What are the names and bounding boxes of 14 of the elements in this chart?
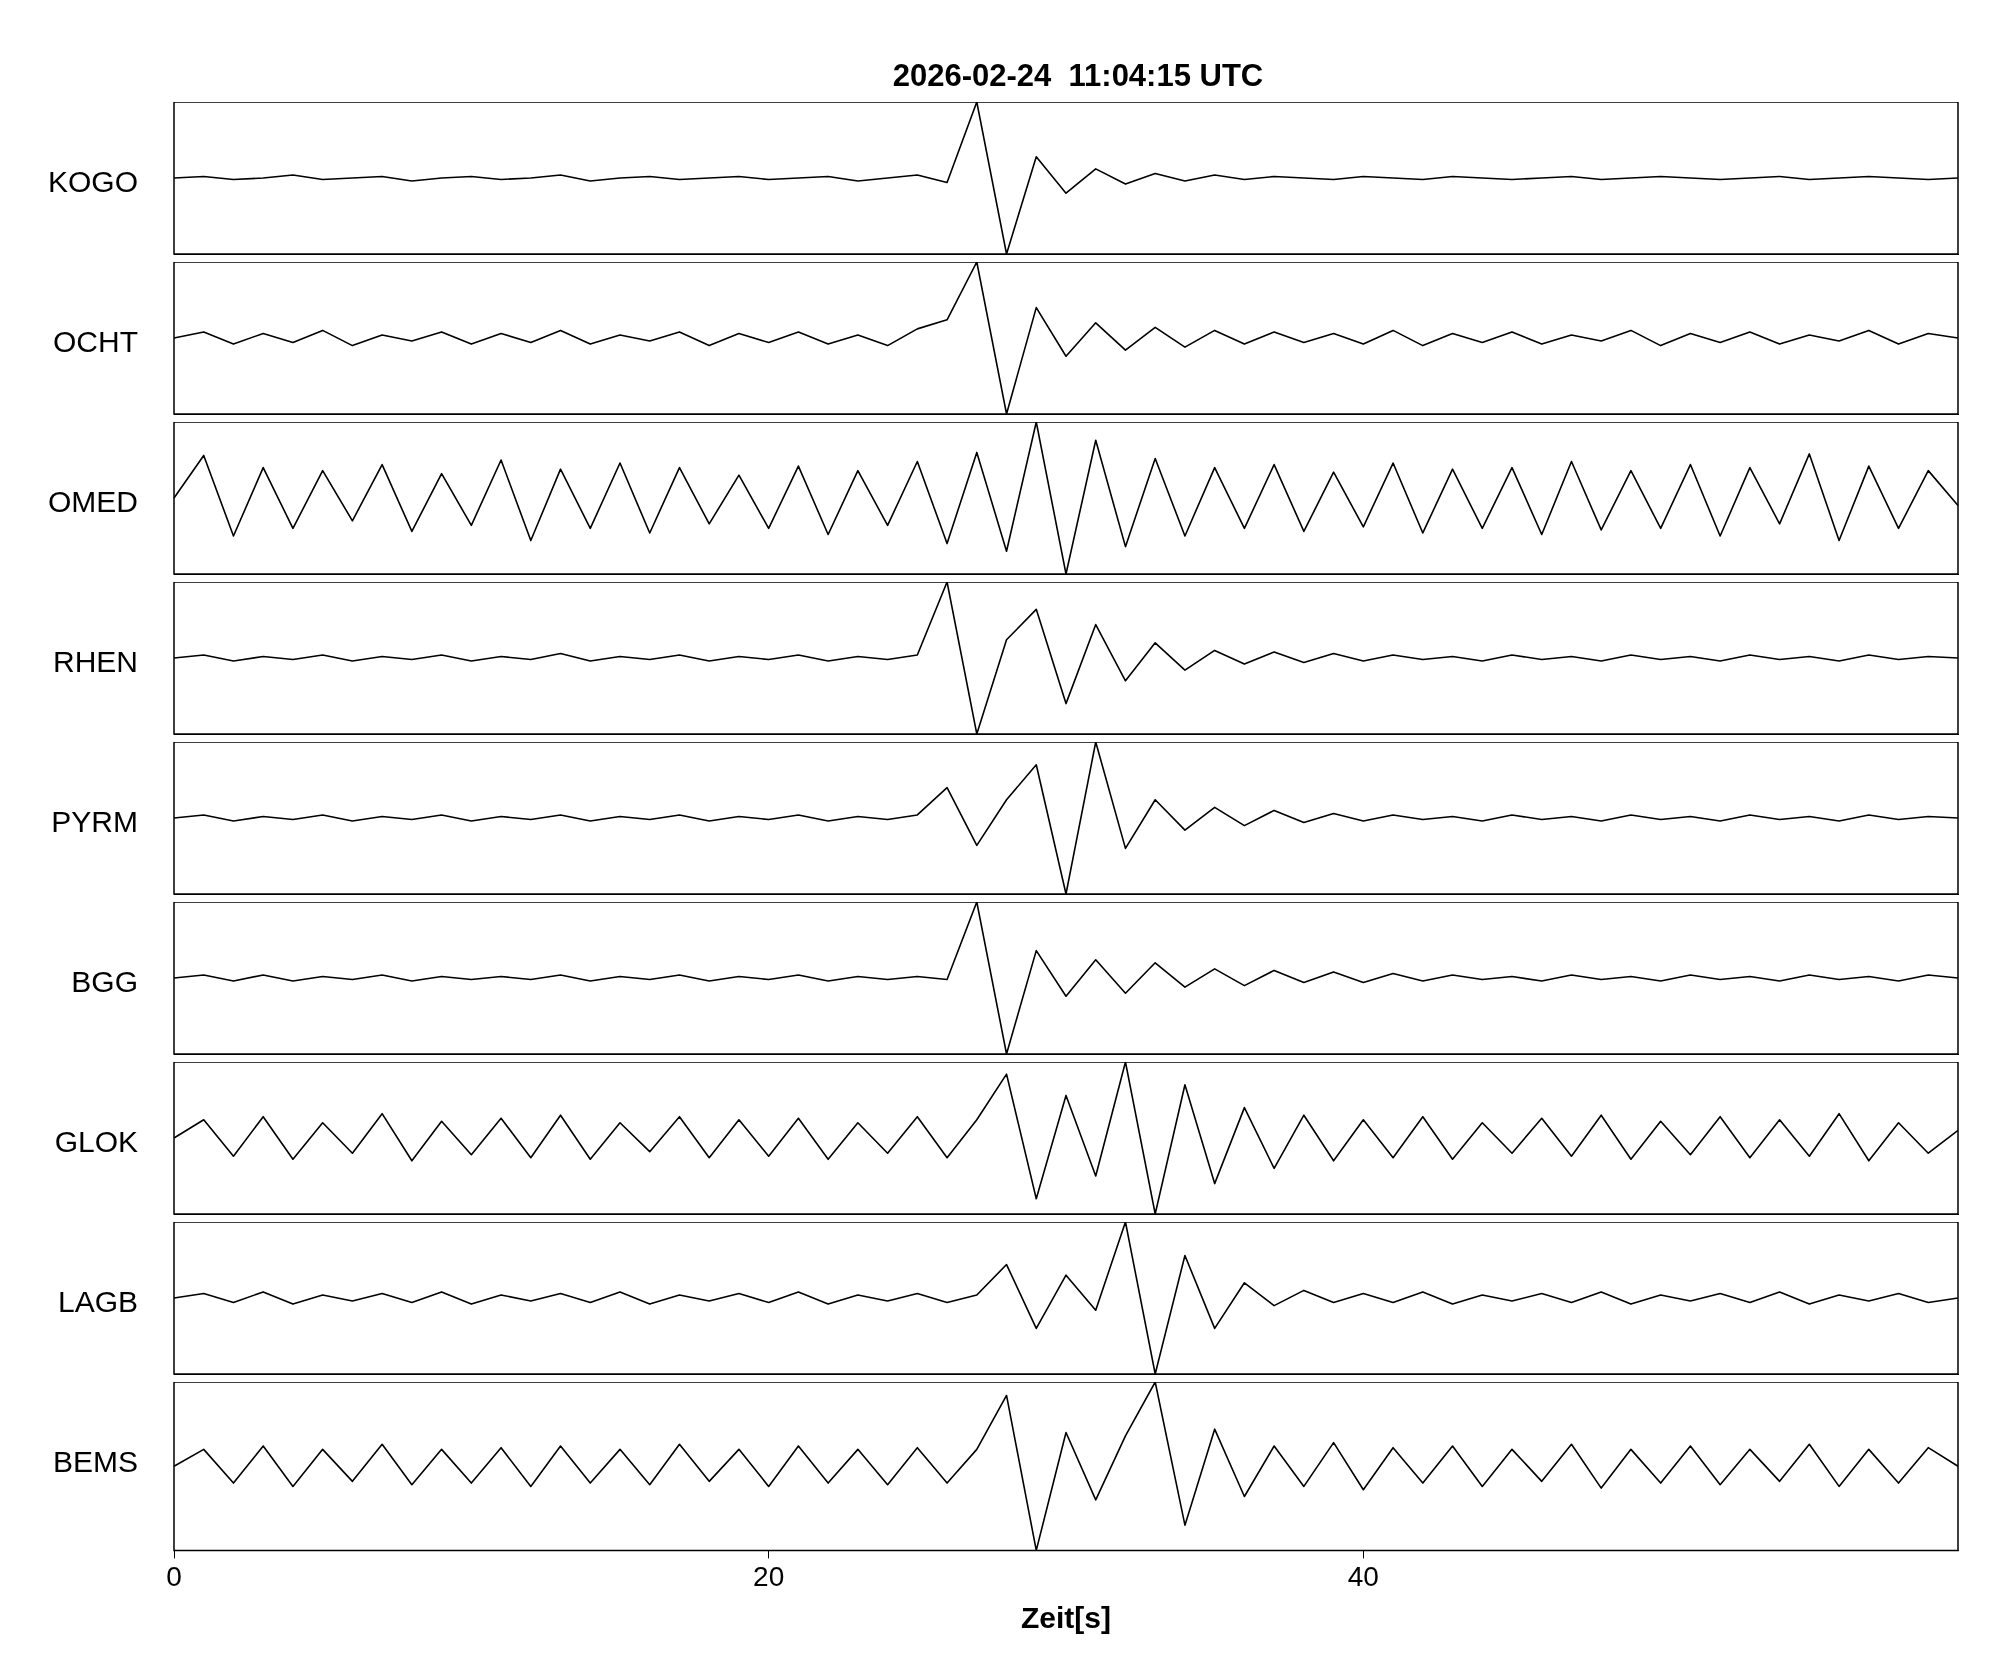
y-axis-title: RHEN [52,644,139,680]
y-axis-title: PYRM [50,804,139,840]
x-tick-label: 0 [166,1560,182,1592]
x-tick-label: 20 [753,1560,785,1592]
y-axis-title: OMED [47,484,139,520]
y-axis-title: LAGB [56,1284,139,1320]
x-axis-title: Zeit[s] [1021,1601,1111,1635]
y-axis-title: OCHT [52,324,139,360]
y-axis-title: KOGO [47,164,139,200]
chart-title: 2026-02-24 11:04:15 UTC [891,58,1265,94]
y-axis-title: GLOK [53,1124,139,1160]
y-axis-title: BGG [70,964,139,1000]
x-tick-label: 40 [1347,1560,1379,1592]
y-axis-title: BEMS [51,1444,139,1480]
